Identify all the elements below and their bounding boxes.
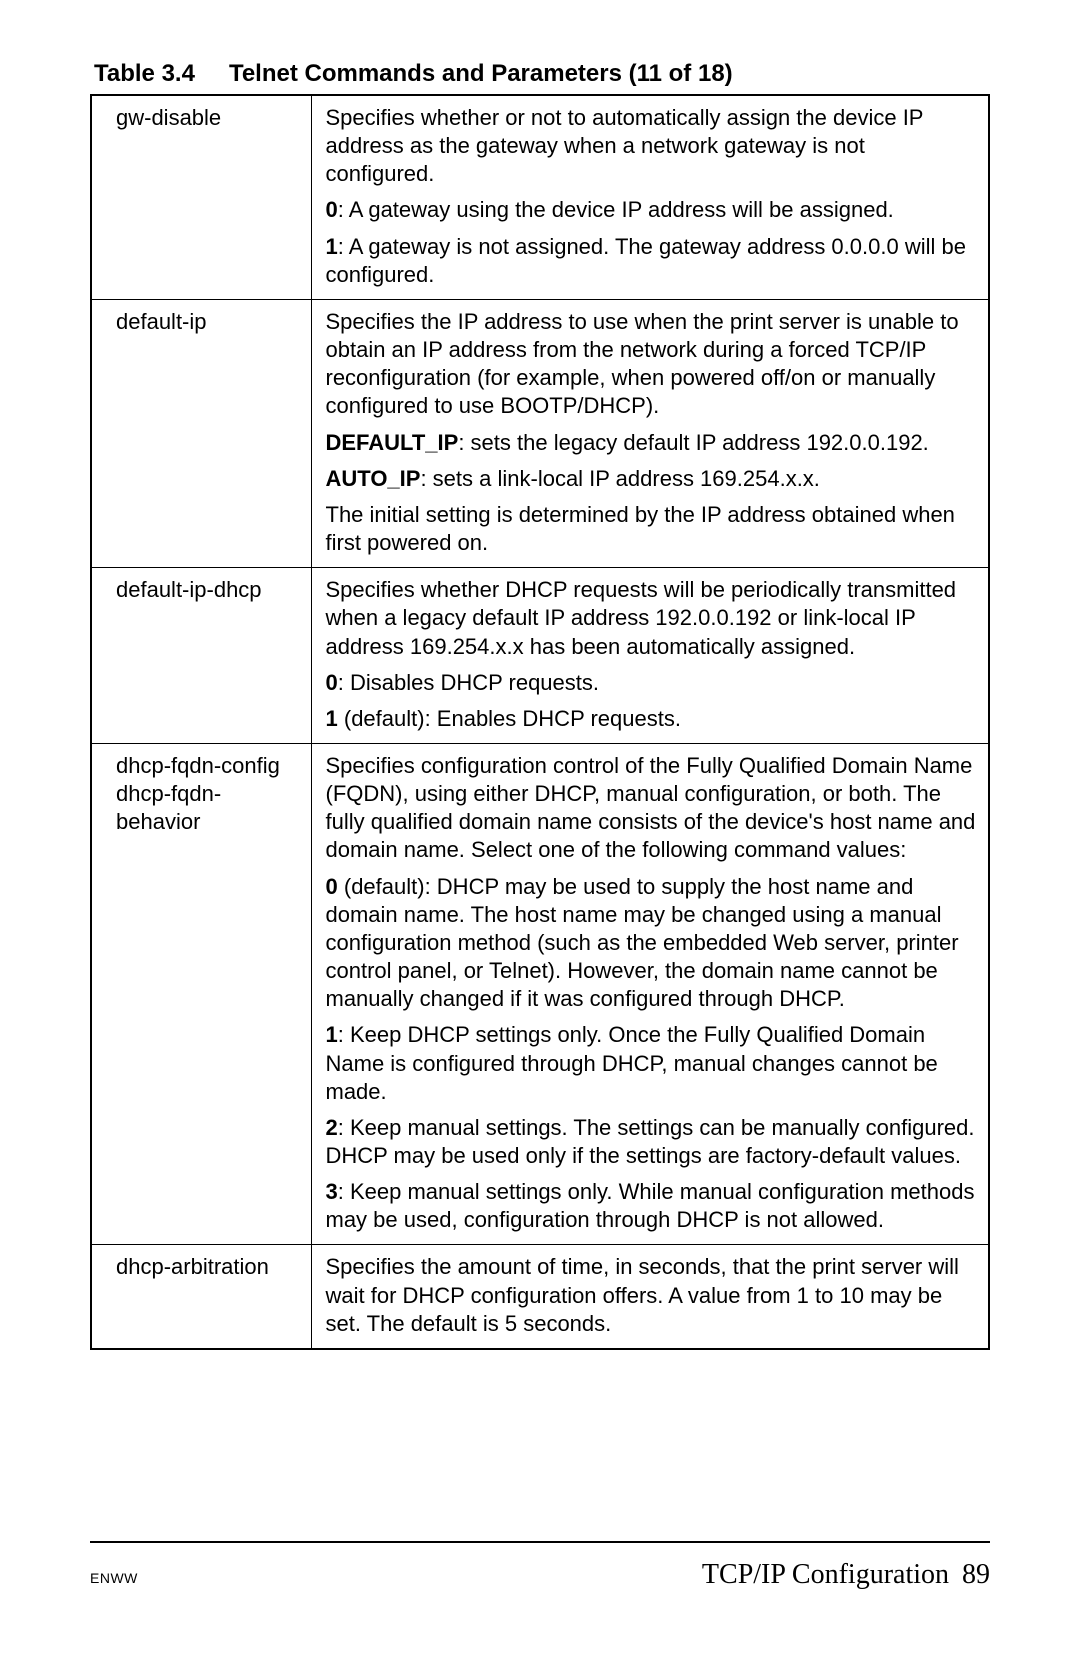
footer-left: ENWW [90, 1570, 138, 1586]
desc-bold-run: AUTO_IP [326, 466, 421, 491]
commands-table: gw-disable Specifies whether or not to au… [90, 94, 990, 1350]
desc-paragraph: AUTO_IP: sets a link-local IP address 16… [326, 465, 977, 493]
desc-bold-run: 1 [326, 706, 338, 731]
desc-text-run: Specifies configuration control of the F… [326, 753, 976, 862]
desc-bold-run: 0 [326, 874, 338, 899]
desc-bold-run: 0 [326, 670, 338, 695]
param-cell: dhcp-arbitration [91, 1245, 311, 1349]
desc-text-run: : Keep manual settings only. While manua… [326, 1179, 975, 1232]
desc-text-run: Specifies the IP address to use when the… [326, 309, 959, 418]
footer-section-title: TCP/IP Configuration [702, 1559, 949, 1590]
table-row: default-ip-dhcp Specifies whether DHCP re… [91, 568, 989, 744]
desc-bold-run: 3 [326, 1179, 338, 1204]
param-name: dhcp-fqdn-config [116, 753, 280, 778]
desc-bold-run: 1 [326, 1022, 338, 1047]
param-name: default-ip [116, 309, 207, 334]
desc-paragraph: Specifies whether or not to automaticall… [326, 104, 977, 188]
param-cell: dhcp-fqdn-config dhcp-fqdn-behavior [91, 743, 311, 1245]
desc-text-run: (default): Enables DHCP requests. [338, 706, 681, 731]
desc-cell: Specifies configuration control of the F… [311, 743, 989, 1245]
param-name: dhcp-fqdn-behavior [116, 781, 221, 834]
desc-bold-run: 2 [326, 1115, 338, 1140]
table-row: gw-disable Specifies whether or not to au… [91, 95, 989, 299]
desc-paragraph: 2: Keep manual settings. The settings ca… [326, 1114, 977, 1170]
desc-text-run: : A gateway using the device IP address … [338, 197, 894, 222]
desc-paragraph: Specifies configuration control of the F… [326, 752, 977, 865]
desc-paragraph: Specifies the amount of time, in seconds… [326, 1253, 977, 1337]
desc-text-run: : Keep DHCP settings only. Once the Full… [326, 1022, 938, 1103]
desc-paragraph: 1: Keep DHCP settings only. Once the Ful… [326, 1021, 977, 1105]
footer-section: TCP/IP Configuration 89 [702, 1559, 990, 1591]
param-cell: gw-disable [91, 95, 311, 299]
desc-cell: Specifies whether DHCP requests will be … [311, 568, 989, 744]
footer-row: ENWW TCP/IP Configuration 89 [90, 1559, 990, 1591]
desc-text-run: Specifies whether or not to automaticall… [326, 105, 924, 186]
desc-paragraph: 3: Keep manual settings only. While manu… [326, 1178, 977, 1234]
param-name: gw-disable [116, 105, 221, 130]
desc-paragraph: Specifies whether DHCP requests will be … [326, 576, 977, 660]
desc-text-run: The initial setting is determined by the… [326, 502, 955, 555]
desc-paragraph: The initial setting is determined by the… [326, 501, 977, 557]
table-title-text: Telnet Commands and Parameters (11 of 18… [229, 60, 733, 87]
desc-text-run: : Keep manual settings. The settings can… [326, 1115, 975, 1168]
desc-cell: Specifies whether or not to automaticall… [311, 95, 989, 299]
desc-text-run: : Disables DHCP requests. [338, 670, 599, 695]
table-row: dhcp-arbitration Specifies the amount of … [91, 1245, 989, 1349]
desc-text-run: (default): DHCP may be used to supply th… [326, 874, 959, 1012]
document-page: Table 3.4 Telnet Commands and Parameters … [0, 0, 1080, 1669]
desc-bold-run: 0 [326, 197, 338, 222]
param-cell: default-ip [91, 299, 311, 567]
desc-bold-run: DEFAULT_IP [326, 430, 459, 455]
desc-paragraph: 1 (default): Enables DHCP requests. [326, 705, 977, 733]
desc-paragraph: 0 (default): DHCP may be used to supply … [326, 873, 977, 1014]
param-cell: default-ip-dhcp [91, 568, 311, 744]
desc-text-run: Specifies the amount of time, in seconds… [326, 1254, 959, 1335]
desc-paragraph: Specifies the IP address to use when the… [326, 308, 977, 421]
desc-text-run: : A gateway is not assigned. The gateway… [326, 234, 966, 287]
desc-paragraph: 0: A gateway using the device IP address… [326, 196, 977, 224]
footer-rule [90, 1541, 990, 1543]
desc-paragraph: DEFAULT_IP: sets the legacy default IP a… [326, 429, 977, 457]
param-name: dhcp-arbitration [116, 1254, 269, 1279]
table-caption: Table 3.4 Telnet Commands and Parameters … [94, 60, 990, 88]
desc-cell: Specifies the amount of time, in seconds… [311, 1245, 989, 1349]
table-number: Table 3.4 [94, 60, 195, 88]
desc-bold-run: 1 [326, 234, 338, 259]
desc-text-run: : sets the legacy default IP address 192… [458, 430, 928, 455]
table-row: dhcp-fqdn-config dhcp-fqdn-behavior Specif… [91, 743, 989, 1245]
footer-page-number: 89 [962, 1559, 990, 1590]
desc-text-run: Specifies whether DHCP requests will be … [326, 577, 957, 658]
table-row: default-ip Specifies the IP address to us… [91, 299, 989, 567]
desc-cell: Specifies the IP address to use when the… [311, 299, 989, 567]
desc-paragraph: 0: Disables DHCP requests. [326, 669, 977, 697]
page-footer: ENWW TCP/IP Configuration 89 [90, 1541, 990, 1591]
param-name: default-ip-dhcp [116, 577, 262, 602]
desc-paragraph: 1: A gateway is not assigned. The gatewa… [326, 233, 977, 289]
desc-text-run: : sets a link-local IP address 169.254.x… [420, 466, 819, 491]
